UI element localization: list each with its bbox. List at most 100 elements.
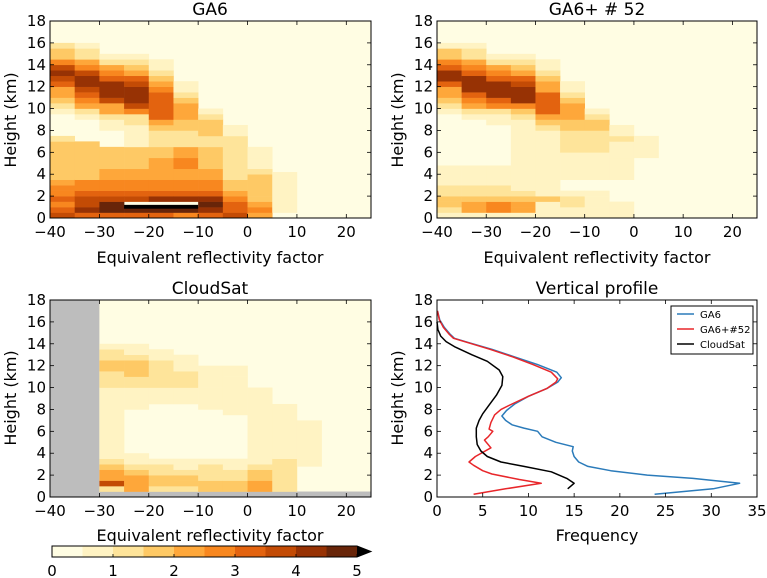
heatmap-cell [74, 179, 100, 191]
heatmap-cell [124, 81, 150, 87]
heatmap-cell [50, 81, 75, 87]
heatmap-cell [74, 196, 100, 208]
colorbar-bin [326, 546, 358, 557]
heatmap-cell [74, 103, 100, 109]
y-tick-label: 8 [423, 400, 433, 418]
heatmap-cell [198, 196, 224, 202]
y-tick-label: 10 [27, 379, 46, 397]
heatmap-cell [584, 207, 610, 219]
y-tick-label: 18 [414, 12, 433, 30]
heatmap-cell [50, 59, 75, 66]
heatmap-cell [74, 190, 100, 197]
heatmap-cell [99, 59, 125, 66]
x-tick-label: 0 [243, 502, 253, 520]
heatmap-cell [148, 360, 174, 388]
heatmap-cell [461, 185, 487, 197]
x-tick-label: 0 [432, 502, 442, 520]
colorbar-tick-label: 0 [47, 562, 57, 578]
heatmap-cell [535, 201, 561, 213]
heatmap-cell [50, 207, 75, 213]
x-tick-label: 20 [610, 502, 629, 520]
series-line-cloudsat [436, 321, 575, 490]
heatmap-cell [148, 70, 174, 77]
heatmap-cell [584, 196, 610, 208]
heatmap-cell [461, 48, 487, 60]
heatmap-cell [272, 458, 298, 492]
heatmap-cell [461, 212, 487, 219]
heatmap-cell [560, 81, 585, 93]
heatmap-cell [437, 165, 462, 186]
heatmap-cell [461, 75, 487, 93]
heatmap-cell [124, 469, 150, 476]
heatmap-cell [486, 196, 512, 202]
heatmap-cell [148, 157, 174, 180]
y-tick-label: 6 [423, 422, 433, 440]
heatmap-cell [124, 453, 150, 465]
x-tick-label: −10 [182, 223, 214, 241]
heatmap-cell [173, 371, 199, 388]
heatmap-cell [198, 212, 224, 219]
heatmap-cell [198, 458, 224, 465]
y-tick-label: 14 [414, 56, 433, 74]
heatmap-cell [74, 75, 100, 87]
heatmap-cell [99, 64, 125, 71]
heatmap-cell [437, 212, 462, 219]
heatmap-cell [173, 190, 199, 197]
heatmap-cell [74, 141, 100, 180]
series-line-ga6-52 [436, 310, 559, 496]
y-tick-label: 8 [36, 121, 46, 139]
heatmap-cell [535, 70, 561, 77]
heatmap-cell [437, 201, 462, 208]
heatmap-cell [535, 75, 561, 82]
panel-vertical-profile: 0 5 10 15 20 25 30 35 0 2 4 6 8 10 12 14 16 18 [414, 291, 767, 520]
heatmap-cell [99, 196, 125, 202]
heatmap-cell [222, 365, 248, 377]
legend-label-cloudsat: CloudSat [700, 340, 745, 351]
heatmap-cell [437, 48, 462, 60]
x-tick-label: 35 [747, 502, 766, 520]
heatmap-cell [198, 190, 224, 197]
x-axis-title-cloudsat: Equivalent reflectivity factor [96, 526, 323, 545]
colorbar-bin [235, 546, 266, 557]
colorbar-extend-arrow [357, 546, 371, 557]
heatmap-cell [222, 458, 248, 470]
heatmap-cell [50, 42, 75, 49]
heatmap-cell [222, 196, 248, 202]
heatmap-cell [173, 119, 199, 131]
heatmap-cell [222, 201, 248, 213]
heatmap-cell [99, 343, 125, 350]
heatmap-cell [486, 97, 512, 104]
heatmap-cell [99, 114, 125, 120]
x-axis-title-ga6: Equivalent reflectivity factor [96, 248, 323, 267]
x-tick-label: −30 [84, 223, 116, 241]
heatmap-cell [437, 196, 462, 202]
y-tick-label: 2 [423, 187, 433, 205]
heatmap-cell [99, 97, 125, 104]
heatmap-cell [486, 75, 512, 82]
heatmap-cell [99, 360, 125, 372]
heatmap-cell [74, 92, 100, 98]
heatmap-cell [584, 152, 610, 180]
heatmap-cell [124, 179, 150, 191]
x-tick-label: −30 [470, 223, 502, 241]
colorbar-tick-label: 1 [108, 562, 118, 578]
heatmap-cell [173, 475, 199, 481]
heatmap-cell [173, 179, 199, 191]
heatmap-cell [461, 108, 487, 115]
heatmap-cell [247, 201, 273, 208]
heatmap-cell [50, 48, 75, 60]
y-tick-label: 2 [36, 187, 46, 205]
heatmap-cell [50, 70, 75, 77]
heatmap-cell [461, 92, 487, 98]
y-tick-label: 0 [36, 209, 46, 227]
heatmap-cell [74, 42, 100, 49]
heatmap-cell [99, 75, 125, 82]
colorbar-tick-label: 5 [352, 562, 362, 578]
y-tick-label: 6 [36, 143, 46, 161]
heatmap-cell [50, 196, 75, 202]
heatmap-cell [222, 152, 248, 164]
heatmap-cell [99, 190, 125, 197]
heatmap-cell [560, 92, 585, 98]
heatmap-cell [124, 124, 150, 148]
heatmap-cell [510, 70, 536, 77]
